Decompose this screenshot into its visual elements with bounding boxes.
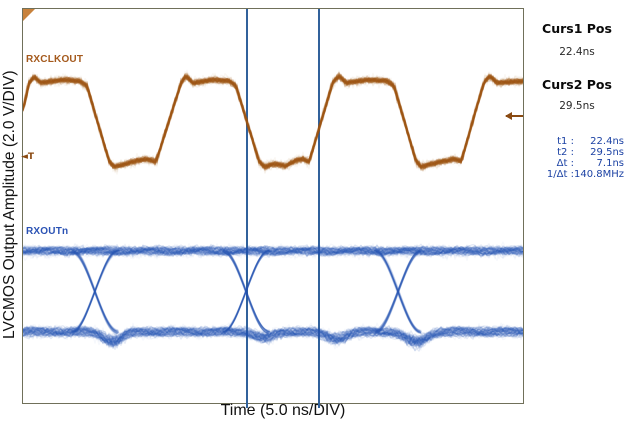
measurement-readouts: t1 : 22.4ns t2 : 29.5ns Δt : 7.1ns 1/Δt … — [522, 136, 624, 180]
curs2-pos-value: 29.5ns — [559, 100, 595, 112]
measurement-row-dt: Δt : 7.1ns — [522, 158, 624, 169]
inv-dt-label: 1/Δt : — [546, 169, 574, 180]
x-axis-label: Time (5.0 ns/DIV) — [220, 402, 346, 419]
curs1-pos-label: Curs1 Pos — [542, 21, 612, 36]
trace-label-rxclkout: RXCLKOUT — [26, 54, 84, 65]
t1-label: t1 : — [557, 136, 574, 147]
inv-dt-value: 140.8MHz — [573, 169, 624, 180]
t2-value: 29.5ns — [590, 147, 624, 158]
measurement-row-inv-dt: 1/Δt : 140.8MHz — [522, 169, 624, 180]
plot-area: ◄T RXCLKOUT RXOUTn — [21, 8, 524, 408]
trigger-level-icon: ◄T — [21, 152, 35, 162]
cursor-readout-panel: Curs1 Pos 22.4ns Curs2 Pos 29.5ns t1 : 2… — [522, 0, 632, 220]
waveform-canvas — [23, 9, 523, 403]
trace-label-rxoutn: RXOUTn — [26, 226, 69, 237]
reference-level-arrow-icon — [505, 112, 523, 120]
t1-value: 22.4ns — [590, 136, 624, 147]
measurement-row-t1: t1 : 22.4ns — [522, 136, 624, 147]
dt-label: Δt : — [556, 158, 574, 169]
curs2-pos-label: Curs2 Pos — [542, 77, 612, 92]
trigger-corner-icon — [23, 9, 35, 21]
y-axis-label: LVCMOS Output Amplitude (2.0 V/DIV) — [1, 70, 18, 340]
dt-value: 7.1ns — [596, 158, 624, 169]
curs1-pos-value: 22.4ns — [559, 46, 595, 58]
measurement-row-t2: t2 : 29.5ns — [522, 147, 624, 158]
t2-label: t2 : — [557, 147, 574, 158]
